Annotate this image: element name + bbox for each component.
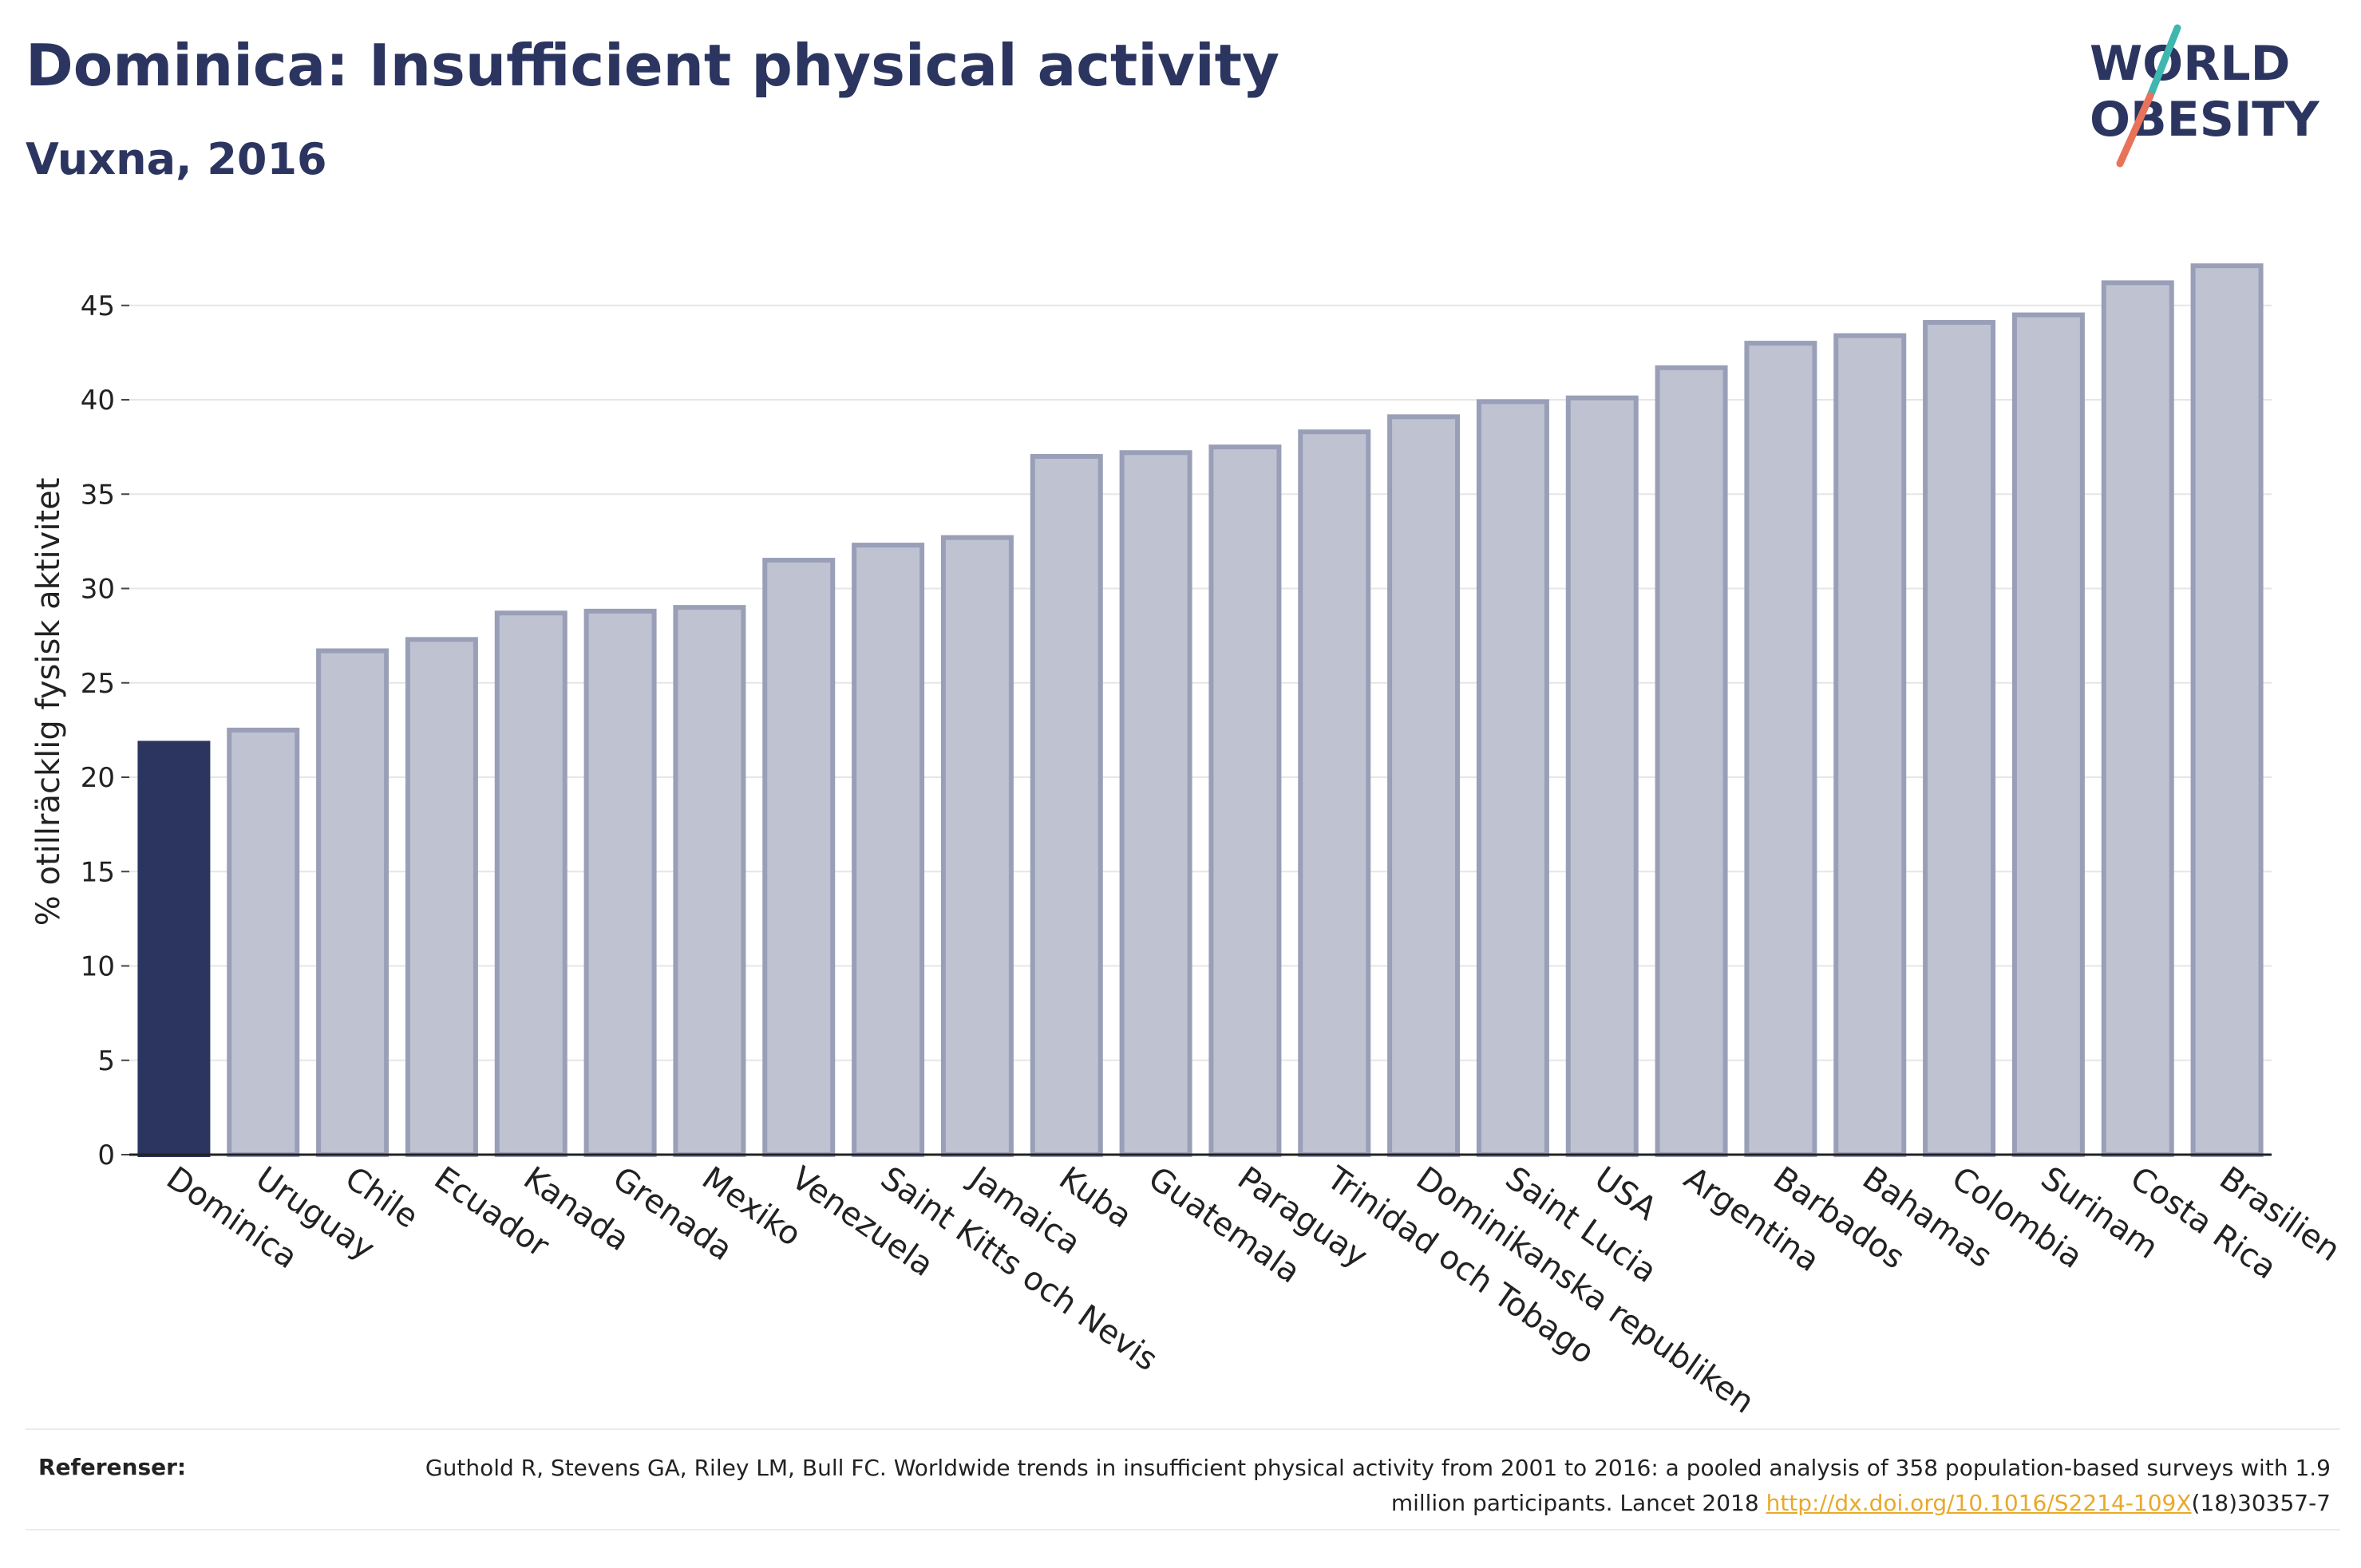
bar-dominikanska-republiken — [1387, 414, 1461, 1157]
bar-dominica — [137, 741, 211, 1157]
bar-argentina — [1655, 365, 1728, 1158]
bar-guatemala — [1119, 450, 1192, 1157]
bar-chart: 0 5 10 15 20 25 30 35 40 45 % otillräcklig fysisk … — [30, 263, 2347, 1420]
logo-slash-teal — [2146, 24, 2181, 100]
y-tick-label: 40 — [81, 385, 115, 417]
world-obesity-logo: WORLD OBESITY — [2090, 24, 2320, 168]
references-label: Referenser: — [38, 1454, 187, 1480]
bar-grenada — [583, 608, 657, 1157]
y-tick-label: 35 — [81, 479, 115, 511]
bar-venezuela — [762, 558, 836, 1157]
bar-bahamas — [1833, 333, 1907, 1158]
bar-kanada — [494, 610, 568, 1157]
y-tick-label: 30 — [81, 574, 115, 606]
bar-chile — [316, 648, 390, 1157]
y-axis-label: % otillräcklig fysisk aktivitet — [30, 478, 67, 926]
bar-jamaica — [940, 535, 1014, 1157]
y-tick-label: 10 — [81, 951, 115, 983]
bar-colombia — [1923, 320, 1996, 1157]
bar-kuba — [1030, 453, 1103, 1157]
bar-ecuador — [405, 637, 478, 1157]
y-tick-label: 45 — [81, 290, 115, 322]
y-tick-label: 15 — [81, 856, 115, 888]
references-top-divider — [26, 1428, 2340, 1430]
reference-doi-suffix: (18)30357-7 — [2191, 1490, 2331, 1516]
references-bottom-divider — [26, 1529, 2340, 1530]
bar-mexiko — [673, 605, 746, 1157]
bar-surinam — [2011, 312, 2085, 1158]
reference-citation: Guthold R, Stevens GA, Riley LM, Bull FC… — [425, 1455, 2331, 1516]
y-tick-label: 20 — [81, 762, 115, 794]
bar-costa-rica — [2101, 280, 2174, 1157]
references-text: Guthold R, Stevens GA, Riley LM, Bull FC… — [415, 1451, 2331, 1521]
logo-slash-coral — [2116, 92, 2154, 168]
bar-saint-kitts-och-nevis — [852, 543, 925, 1157]
logo-line-1: WORLD — [2090, 36, 2290, 92]
y-tick-label: 25 — [81, 668, 115, 700]
bar-trinidad-och-tobago — [1298, 429, 1371, 1157]
y-tick-label: 0 — [97, 1139, 115, 1171]
reference-doi-link[interactable]: http://dx.doi.org/10.1016/S2214-109X — [1766, 1490, 2192, 1516]
chart-subtitle: Vuxna, 2016 — [26, 134, 327, 184]
bar-usa — [1565, 395, 1639, 1157]
bar-barbados — [1744, 341, 1817, 1157]
bar-uruguay — [227, 727, 300, 1157]
bar-saint-lucia — [1476, 399, 1549, 1157]
bar-paraguay — [1208, 444, 1282, 1157]
chart-title: Dominica: Insufficient physical activity — [26, 32, 1279, 99]
bar-brasilien — [2190, 263, 2264, 1158]
y-tick-label: 5 — [97, 1045, 115, 1077]
